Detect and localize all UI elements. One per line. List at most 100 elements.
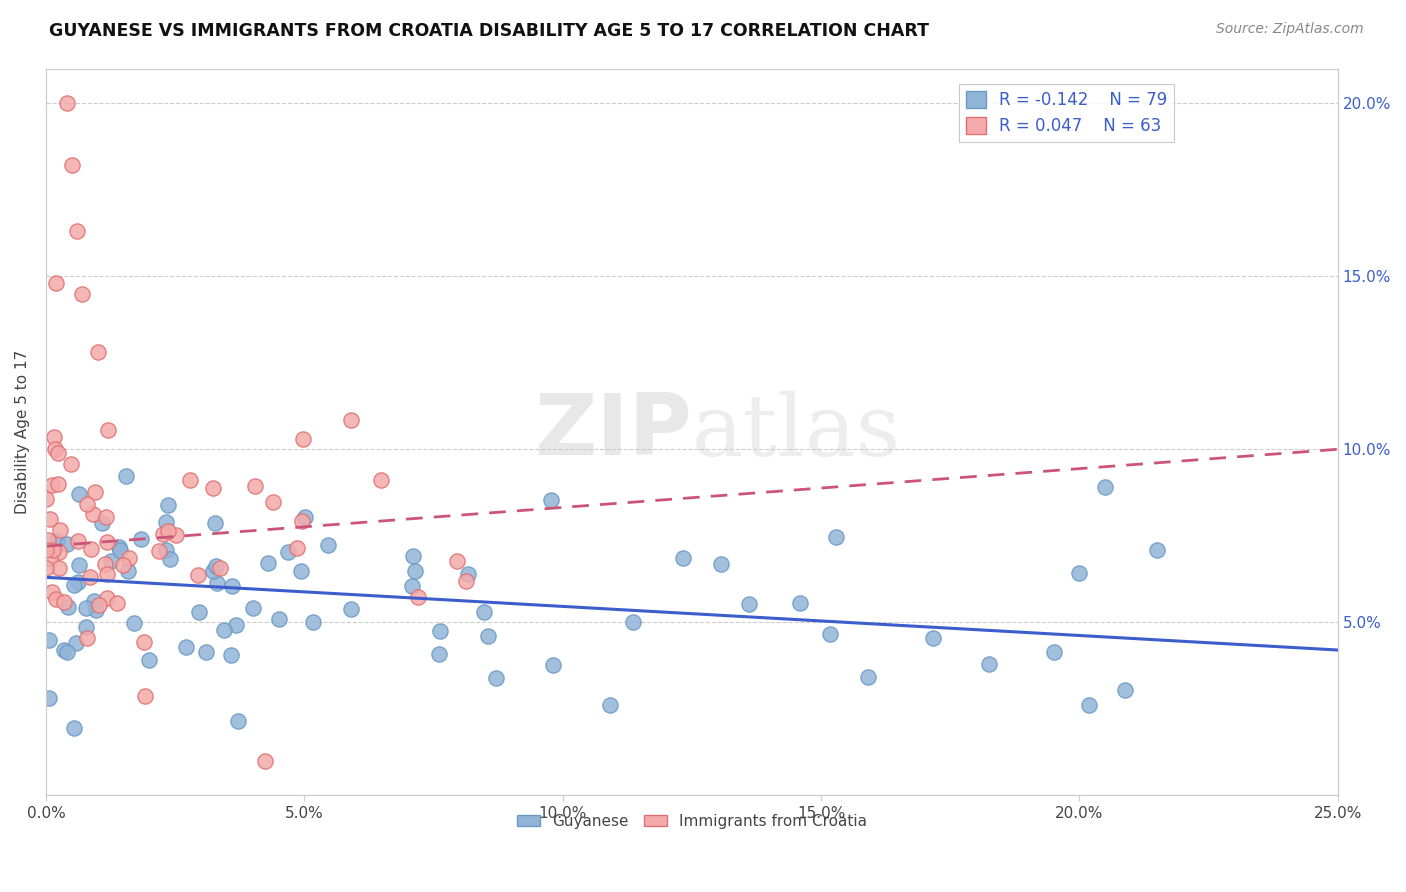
Point	[404, 565, 426, 579]
Point	[96, 591, 118, 606]
Point	[107, 540, 129, 554]
Point	[45, 276, 67, 290]
Point	[477, 629, 499, 643]
Point	[112, 558, 135, 572]
Point	[41, 477, 63, 491]
Point	[46, 533, 69, 548]
Point	[1146, 542, 1168, 557]
Point	[446, 554, 468, 568]
Point	[1069, 566, 1091, 580]
Point	[406, 590, 429, 604]
Point	[80, 541, 103, 556]
Point	[277, 545, 299, 559]
Point	[457, 567, 479, 582]
Point	[63, 721, 86, 735]
Point	[179, 473, 201, 487]
Point	[370, 473, 392, 487]
Point	[49, 523, 72, 537]
Point	[208, 561, 231, 575]
Point	[97, 423, 120, 437]
Point	[44, 442, 66, 457]
Point	[48, 545, 70, 559]
Point	[292, 432, 315, 446]
Point	[63, 578, 86, 592]
Text: Source: ZipAtlas.com: Source: ZipAtlas.com	[1216, 22, 1364, 37]
Point	[42, 543, 65, 558]
Point	[737, 597, 759, 611]
Point	[195, 645, 218, 659]
Point	[543, 657, 565, 672]
Point	[87, 598, 110, 612]
Point	[825, 530, 848, 544]
Point	[129, 532, 152, 546]
Point	[42, 430, 65, 444]
Point	[118, 551, 141, 566]
Point	[316, 538, 339, 552]
Point	[60, 158, 83, 172]
Point	[94, 558, 117, 572]
Point	[429, 624, 451, 638]
Point	[35, 491, 58, 506]
Point	[39, 512, 62, 526]
Point	[340, 602, 363, 616]
Point	[138, 653, 160, 667]
Point	[225, 618, 247, 632]
Point	[205, 558, 228, 573]
Point	[205, 576, 228, 591]
Point	[269, 612, 291, 626]
Point	[35, 543, 58, 558]
Point	[67, 558, 90, 573]
Point	[429, 647, 451, 661]
Point	[1094, 480, 1116, 494]
Point	[117, 564, 139, 578]
Point	[122, 616, 145, 631]
Point	[290, 564, 312, 578]
Legend: Guyanese, Immigrants from Croatia: Guyanese, Immigrants from Croatia	[510, 808, 873, 835]
Point	[84, 603, 107, 617]
Point	[55, 537, 77, 551]
Point	[789, 596, 811, 610]
Point	[155, 516, 177, 530]
Point	[285, 541, 308, 555]
Text: GUYANESE VS IMMIGRANTS FROM CROATIA DISABILITY AGE 5 TO 17 CORRELATION CHART: GUYANESE VS IMMIGRANTS FROM CROATIA DISA…	[49, 22, 929, 40]
Point	[1114, 682, 1136, 697]
Point	[41, 585, 63, 599]
Point	[65, 636, 87, 650]
Point	[226, 714, 249, 728]
Point	[55, 96, 77, 111]
Point	[58, 599, 80, 614]
Y-axis label: Disability Age 5 to 17: Disability Age 5 to 17	[15, 350, 30, 514]
Point	[157, 524, 180, 538]
Point	[818, 627, 841, 641]
Point	[219, 648, 242, 662]
Text: ZIP: ZIP	[534, 391, 692, 474]
Point	[472, 605, 495, 619]
Point	[79, 570, 101, 584]
Point	[599, 698, 621, 712]
Point	[132, 635, 155, 649]
Point	[96, 566, 118, 581]
Point	[977, 657, 1000, 672]
Point	[262, 495, 284, 509]
Point	[94, 510, 117, 524]
Point	[83, 594, 105, 608]
Point	[340, 413, 363, 427]
Point	[152, 526, 174, 541]
Point	[75, 620, 97, 634]
Point	[48, 446, 70, 460]
Point	[672, 551, 695, 566]
Point	[402, 549, 425, 563]
Point	[202, 565, 225, 579]
Point	[201, 481, 224, 495]
Point	[188, 605, 211, 619]
Point	[157, 498, 180, 512]
Point	[76, 631, 98, 645]
Point	[37, 533, 59, 547]
Point	[45, 591, 67, 606]
Point	[115, 468, 138, 483]
Point	[148, 544, 170, 558]
Point	[46, 477, 69, 491]
Point	[921, 632, 943, 646]
Point	[159, 552, 181, 566]
Point	[83, 484, 105, 499]
